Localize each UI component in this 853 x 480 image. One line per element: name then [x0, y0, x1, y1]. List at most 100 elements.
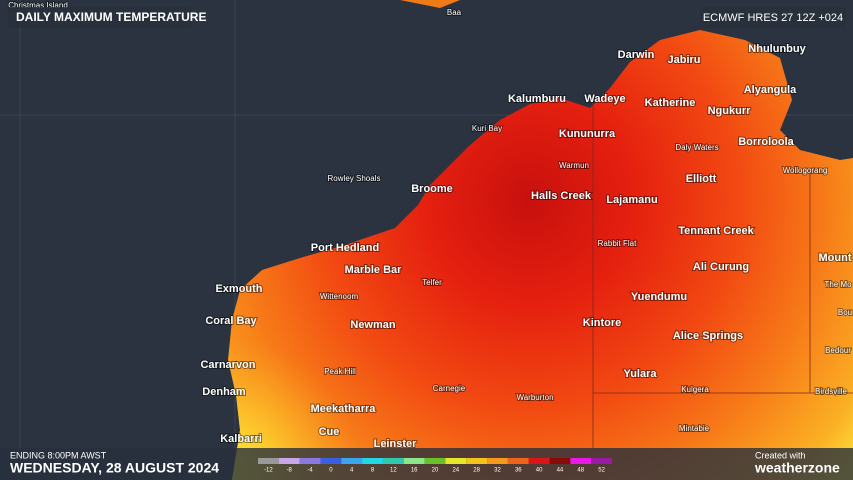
- place-label: Mintabie: [679, 424, 710, 433]
- model-box: [700, 7, 846, 28]
- place-label: Mount: [819, 252, 852, 264]
- legend-label: 4: [350, 468, 354, 474]
- legend-swatch: [341, 458, 363, 464]
- date: WEDNESDAY, 28 AUGUST 2024: [10, 460, 219, 476]
- legend-label: 32: [494, 468, 501, 474]
- legend-swatch: [591, 458, 612, 464]
- legend-swatch: [487, 458, 508, 464]
- legend-label: 40: [536, 468, 543, 474]
- legend-swatch: [466, 458, 488, 464]
- place-label: Tennant Creek: [678, 225, 754, 237]
- place-label: The Mo: [824, 280, 852, 289]
- place-label: Jabiru: [667, 54, 700, 66]
- place-label: Christmas Island: [8, 1, 68, 10]
- place-label: Yuendumu: [631, 291, 687, 303]
- place-label: Kulgera: [681, 385, 709, 394]
- place-label: Kintore: [583, 317, 622, 329]
- legend-label: 16: [411, 468, 418, 474]
- title-box: [8, 7, 192, 28]
- place-label: Darwin: [618, 49, 655, 61]
- legend-label: 8: [371, 468, 375, 474]
- place-label: Cue: [319, 426, 340, 438]
- legend-swatch: [549, 458, 571, 464]
- legend-swatch: [278, 458, 300, 464]
- map-title: DAILY MAXIMUM TEMPERATURE: [16, 10, 206, 24]
- land-cool: [228, 290, 380, 480]
- place-label: Meekatharra: [311, 403, 377, 415]
- place-label: Kalbarri: [220, 433, 262, 445]
- place-label: Marble Bar: [345, 264, 403, 276]
- legend-swatch: [320, 458, 342, 464]
- place-label: Carnegie: [433, 384, 466, 393]
- period: ENDING 8:00PM AWST: [10, 450, 107, 460]
- legend-swatch: [403, 458, 425, 464]
- legend-label: 0: [329, 468, 333, 474]
- place-label: Denham: [202, 386, 246, 398]
- place-label: Peak Hill: [324, 367, 356, 376]
- legend-label: 12: [390, 468, 397, 474]
- place-label: Bedour: [825, 346, 851, 355]
- place-label: Nhulunbuy: [748, 43, 806, 55]
- place-label: Rabbit Flat: [598, 239, 637, 248]
- place-label: Alyangula: [744, 84, 797, 96]
- credit: Created with: [755, 450, 806, 460]
- model-label: ECMWF HRES 27 12Z +024: [703, 12, 843, 24]
- legend-swatch: [299, 458, 321, 464]
- legend-label: 44: [557, 468, 564, 474]
- place-label: Bou: [838, 308, 852, 317]
- place-label: Carnarvon: [200, 359, 255, 371]
- place-label: Wadeye: [584, 93, 625, 105]
- place-label: Warburton: [516, 393, 553, 402]
- place-label: Wollogorang: [783, 166, 828, 175]
- place-label: Kununurra: [559, 128, 616, 140]
- place-label: Yulara: [623, 368, 657, 380]
- place-label: Daly Waters: [675, 143, 718, 152]
- legend-label: 24: [452, 468, 459, 474]
- legend-label: 52: [598, 468, 605, 474]
- place-label: Newman: [350, 319, 396, 331]
- places: Christmas Island Baa Darwin Jabiru Nhulunbuy…: [7, 0, 853, 451]
- legend-swatch: [382, 458, 404, 464]
- place-label: Alice Springs: [673, 330, 743, 342]
- legend-swatch: [570, 458, 592, 464]
- brand: weatherzone: [754, 460, 840, 476]
- place-label: Warmun: [559, 161, 589, 170]
- legend-swatch: [362, 458, 383, 464]
- legend-label: 48: [577, 468, 584, 474]
- legend-swatch: [258, 458, 279, 464]
- land: [228, 30, 853, 480]
- place-label: Kuri Bay: [472, 124, 502, 133]
- place-label: Birdsville: [815, 387, 848, 396]
- place-label: Baa: [447, 8, 462, 17]
- place-label: Ngukurr: [708, 105, 752, 117]
- place-label: Rowley Shoals: [328, 174, 381, 183]
- place-label: Telfer: [422, 278, 442, 287]
- place-label: Halls Creek: [531, 190, 592, 202]
- place-label: Exmouth: [215, 283, 262, 295]
- place-label: Broome: [411, 183, 453, 195]
- place-label: Coral Bay: [205, 315, 257, 327]
- place-label: Leinster: [374, 438, 418, 450]
- borders: [592, 92, 853, 448]
- place-label: Lajamanu: [606, 194, 657, 206]
- place-label: Elliott: [686, 173, 717, 185]
- island: [400, 0, 460, 8]
- legend-label: -4: [307, 468, 313, 474]
- legend-label: 36: [515, 468, 522, 474]
- place-label: Wittenoom: [320, 292, 359, 301]
- legend-label: 28: [473, 468, 480, 474]
- legend-label: -8: [287, 468, 293, 474]
- legend-swatch: [424, 458, 446, 464]
- place-label: Kalumburu: [508, 93, 566, 105]
- legend: -12 -8 -4 0 4 8 12 16 20 24 28 32 36 40 44 48 52: [258, 458, 612, 474]
- place-label: Port Hedland: [311, 242, 379, 254]
- place-label: Katherine: [645, 97, 696, 109]
- legend-swatch: [445, 458, 467, 464]
- place-label: Borroloola: [738, 136, 794, 148]
- legend-label: -12: [264, 468, 273, 474]
- legend-swatch: [528, 458, 550, 464]
- place-label: Ali Curung: [693, 261, 749, 273]
- legend-label: 20: [432, 468, 439, 474]
